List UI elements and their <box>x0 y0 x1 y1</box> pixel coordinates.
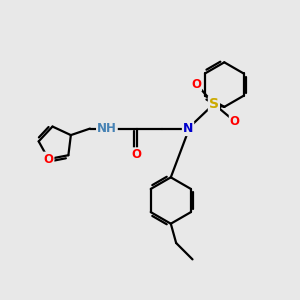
Text: O: O <box>230 115 240 128</box>
Text: NH: NH <box>97 122 117 135</box>
Text: O: O <box>132 148 142 161</box>
Text: N: N <box>183 122 193 135</box>
Text: O: O <box>44 153 53 166</box>
Text: S: S <box>209 97 219 111</box>
Text: O: O <box>191 77 201 91</box>
